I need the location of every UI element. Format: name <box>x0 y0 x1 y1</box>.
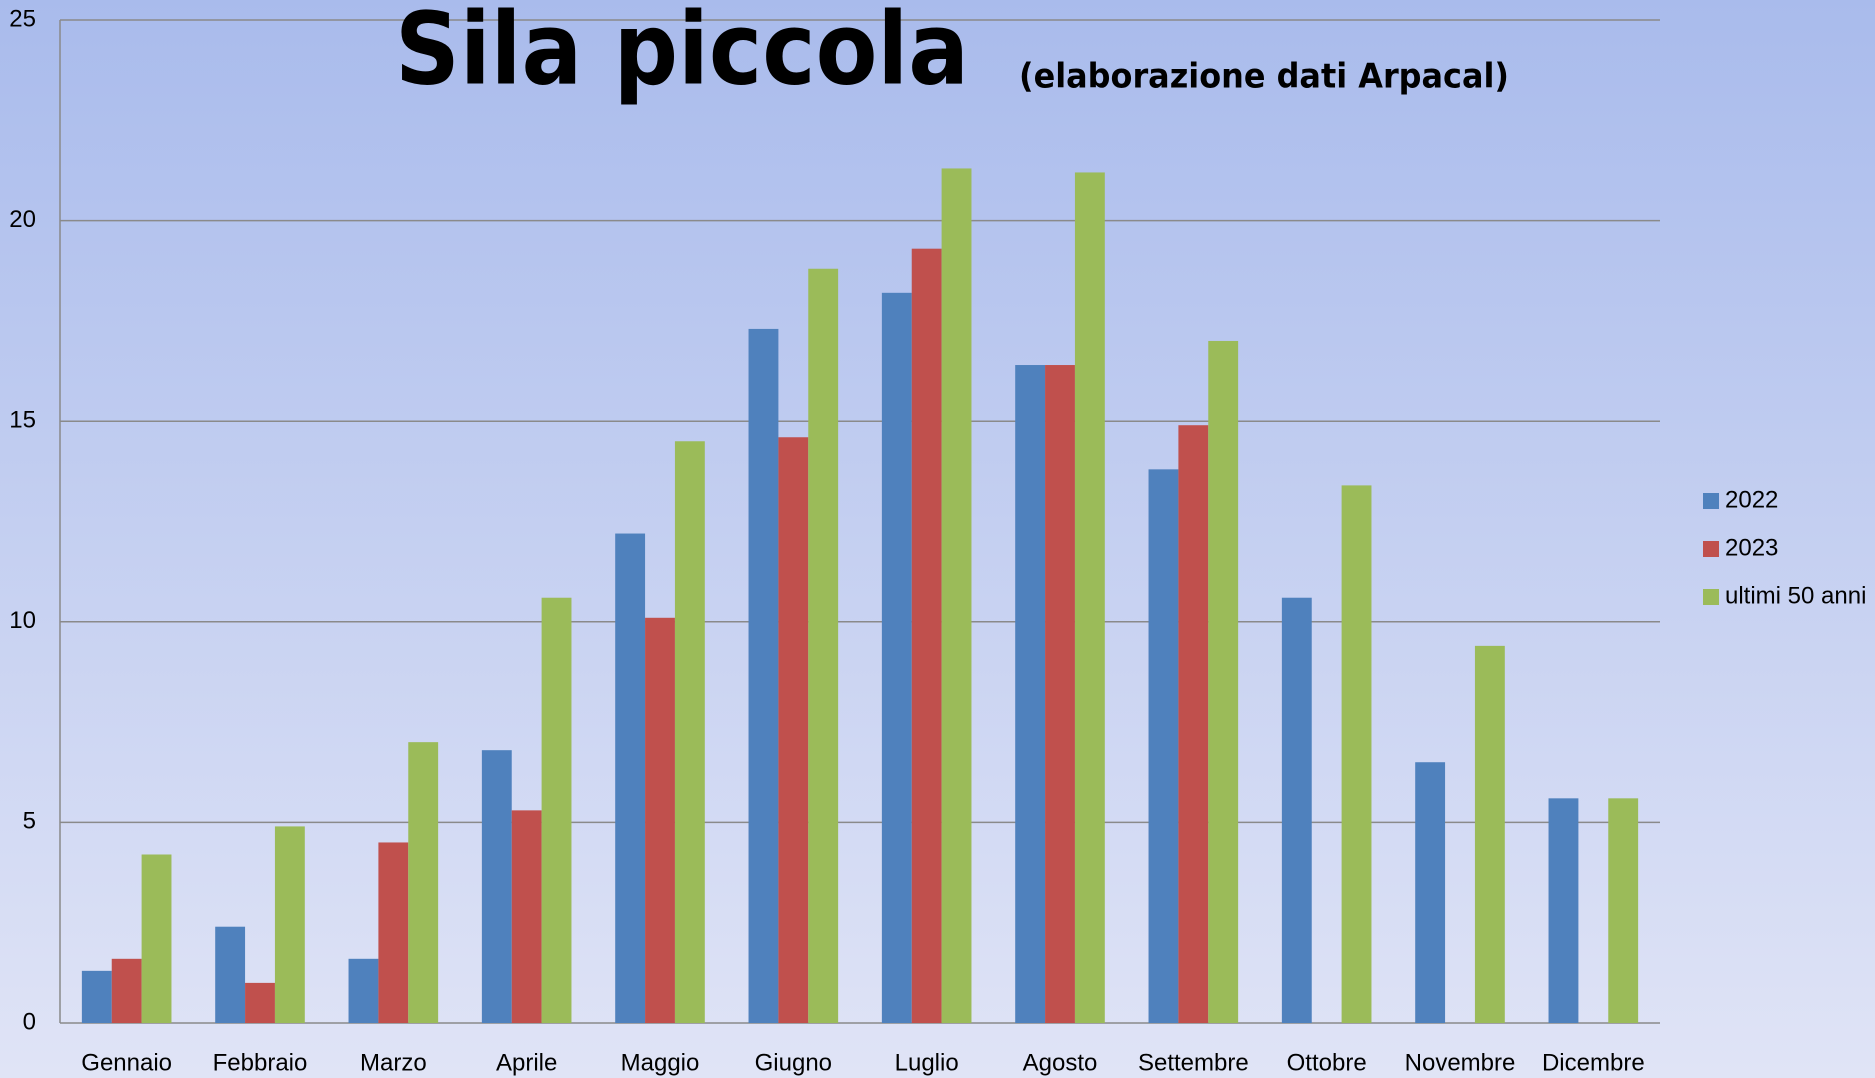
bar <box>1178 425 1209 1023</box>
bar <box>748 328 779 1023</box>
bar <box>1208 340 1239 1024</box>
bar <box>1015 365 1046 1024</box>
legend-label: ultimi 50 anni <box>1725 582 1866 609</box>
legend-swatch <box>1703 493 1719 509</box>
bar <box>1474 645 1505 1023</box>
bar <box>1045 365 1075 1024</box>
x-tick-label: Ottobre <box>1287 1049 1367 1076</box>
bar <box>615 533 646 1023</box>
grid <box>59 19 1660 1024</box>
bar <box>511 810 542 1023</box>
bar <box>778 437 809 1023</box>
x-tick-label: Febbraio <box>213 1049 308 1076</box>
legend-label: 2022 <box>1725 486 1778 513</box>
legend-swatch <box>1703 589 1719 605</box>
bar <box>378 842 409 1023</box>
bar <box>245 982 275 1023</box>
y-tick-label: 15 <box>9 407 36 434</box>
y-tick-label: 10 <box>9 607 36 634</box>
y-tick-label: 20 <box>9 206 36 233</box>
bars <box>81 168 1639 1024</box>
x-tick-label: Dicembre <box>1542 1049 1645 1076</box>
chart-title: Sila piccola <box>395 0 969 107</box>
bar <box>481 750 512 1023</box>
bar <box>1281 597 1312 1023</box>
bar <box>941 168 972 1024</box>
x-tick-label: Aprile <box>496 1049 557 1076</box>
x-tick-label: Settembre <box>1138 1049 1249 1076</box>
x-tick-label: Agosto <box>1023 1049 1098 1076</box>
x-tick-label: Novembre <box>1405 1049 1516 1076</box>
bar <box>1148 469 1179 1023</box>
bar <box>808 268 839 1023</box>
bar <box>274 826 305 1023</box>
bar <box>348 958 379 1023</box>
bar <box>911 248 942 1023</box>
x-tick-label: Gennaio <box>81 1049 172 1076</box>
bar <box>674 441 705 1023</box>
y-tick-label: 25 <box>9 5 36 32</box>
x-tick-label: Maggio <box>621 1049 700 1076</box>
legend-label: 2023 <box>1725 534 1778 561</box>
y-tick-label: 5 <box>23 808 36 835</box>
bar <box>408 742 439 1023</box>
x-tick-label: Marzo <box>360 1049 427 1076</box>
bar <box>111 958 142 1023</box>
bar <box>1548 798 1579 1023</box>
bar <box>215 926 246 1023</box>
legend-swatch <box>1703 541 1719 557</box>
chart-subtitle: (elaborazione dati Arpacal) <box>1019 57 1509 97</box>
bar <box>1415 762 1446 1023</box>
bar <box>1608 798 1639 1023</box>
bar <box>81 970 112 1023</box>
bar <box>1074 172 1105 1023</box>
y-tick-label: 0 <box>23 1008 36 1035</box>
x-tick-label: Giugno <box>755 1049 832 1076</box>
bar <box>1341 485 1372 1024</box>
x-tick-label: Luglio <box>895 1049 959 1076</box>
bar <box>881 292 912 1023</box>
bar <box>541 597 572 1023</box>
bar <box>645 617 675 1023</box>
bar <box>141 854 172 1023</box>
